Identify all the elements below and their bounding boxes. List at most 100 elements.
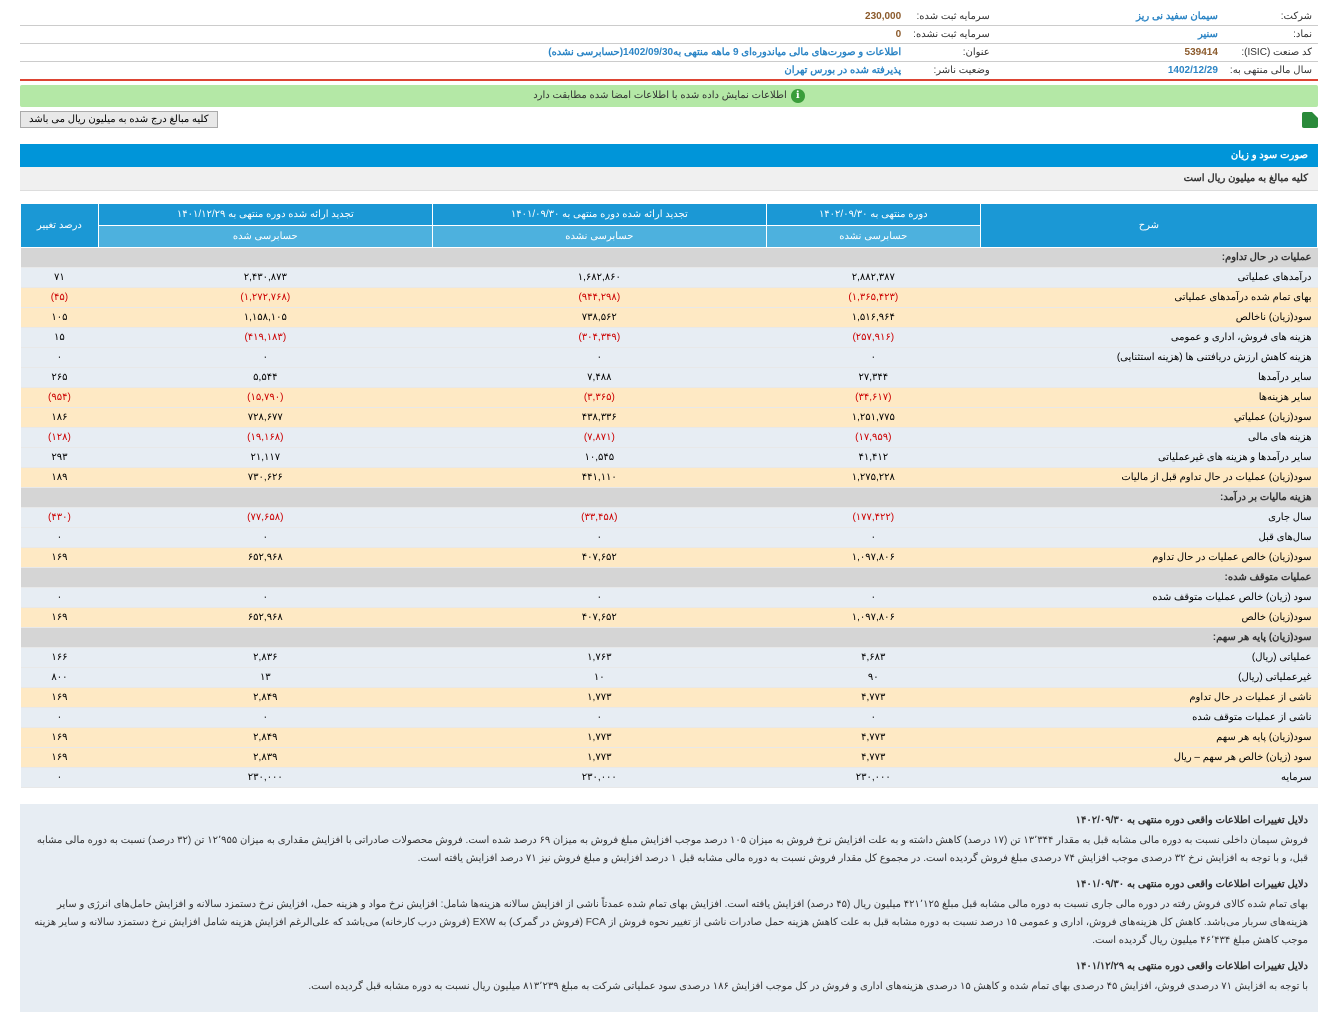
section-cell: هزینه مالیات بر درآمد: <box>21 488 1318 508</box>
excel-export-icon[interactable] <box>1302 112 1318 128</box>
row-value: ۰ <box>766 528 980 548</box>
row-label: سایر درآمدها و هزینه ‏های غیرعملیاتی <box>980 448 1317 468</box>
row-value: ۰ <box>432 708 766 728</box>
row-value: ۲,۸۴۹ <box>98 688 432 708</box>
row-label: عملیاتی (ریال) <box>980 648 1317 668</box>
title-label: عنوان: <box>907 44 996 62</box>
row-value: ۲۳۰,۰۰۰ <box>766 768 980 788</box>
row-value: ۰ <box>98 588 432 608</box>
row-label: هزینه‏ هاى مالى <box>980 428 1317 448</box>
unit-note-button[interactable]: کلیه مبالغ درج شده به میلیون ریال می باش… <box>20 111 218 128</box>
row-value: ۷۲۸,۶۷۷ <box>98 408 432 428</box>
row-value: ۴۰۷,۶۵۲ <box>432 608 766 628</box>
col-period1: دوره منتهی به ۱۴۰۲/۰۹/۳۰ <box>766 204 980 226</box>
company-value: سیمان سفید نی ریز <box>996 8 1224 26</box>
row-label: سال‌های قبل <box>980 528 1317 548</box>
col-pct: درصد تغییر <box>21 204 99 248</box>
pub-status-value: پذيرفته شده در بورس تهران <box>20 62 907 81</box>
row-value: ۱۸۶ <box>21 408 99 428</box>
row-value: ۷۱ <box>21 268 99 288</box>
row-value: ۲۱,۱۱۷ <box>98 448 432 468</box>
row-value: ۱,۶۸۲,۸۶۰ <box>432 268 766 288</box>
row-value: ۲,۸۸۲,۳۸۷ <box>766 268 980 288</box>
row-value: ۲,۸۳۹ <box>98 748 432 768</box>
table-row: هزینه‏ هاى مالى(۱۷,۹۵۹)(۷,۸۷۱)(۱۹,۱۶۸)(۱… <box>21 428 1318 448</box>
row-value: ۲۷,۳۴۴ <box>766 368 980 388</box>
row-value: ۰ <box>98 708 432 728</box>
row-label: سود(زيان) پايه هر سهم <box>980 728 1317 748</box>
row-value: (۲۵۷,۹۱۶) <box>766 328 980 348</box>
table-row: سایر هزینه‌ها(۳۴,۶۱۷)(۳,۳۶۵)(۱۵,۷۹۰)(۹۵۴… <box>21 388 1318 408</box>
table-row: عملیاتی (ریال)۴,۶۸۳۱,۷۶۳۲,۸۳۶۱۶۶ <box>21 648 1318 668</box>
notes-header-1: دلایل تغییرات اطلاعات واقعی دوره منتهی ب… <box>30 812 1308 830</box>
row-value: ۰ <box>432 588 766 608</box>
row-value: (۱,۲۷۲,۷۶۸) <box>98 288 432 308</box>
col-period3-sub: حسابرسی شده <box>98 226 432 248</box>
notes-section: دلایل تغییرات اطلاعات واقعی دوره منتهی ب… <box>20 804 1318 1012</box>
row-value: ۰ <box>98 348 432 368</box>
table-row: درآمدهای عملیاتی۲,۸۸۲,۳۸۷۱,۶۸۲,۸۶۰۲,۴۳۰,… <box>21 268 1318 288</box>
company-info-table: شرکت: سیمان سفید نی ریز سرمایه ثبت شده: … <box>20 8 1318 81</box>
row-label: سود(زيان) عملیاتي <box>980 408 1317 428</box>
row-value: ۴,۷۷۳ <box>766 748 980 768</box>
table-row: سال جاری(۱۷۷,۴۲۲)(۳۳,۴۵۸)(۷۷,۶۵۸)(۴۳۰) <box>21 508 1318 528</box>
row-value: (۹۵۴) <box>21 388 99 408</box>
unit-subtitle-bar: کلیه مبالغ به میلیون ریال است <box>20 167 1318 191</box>
row-value: (۴۱۹,۱۸۳) <box>98 328 432 348</box>
section-title-bar: صورت سود و زیان <box>20 144 1318 167</box>
row-value: ۱,۷۶۳ <box>432 648 766 668</box>
verification-banner: اطلاعات نمایش داده شده با اطلاعات امضا ش… <box>20 85 1318 107</box>
table-row: غیرعملیاتی (ریال)۹۰۱۰۱۳۸۰۰ <box>21 668 1318 688</box>
row-value: (۳۰۴,۳۴۹) <box>432 328 766 348</box>
table-row: سایر درآمدها و هزینه ‏های غیرعملیاتی۴۱,۴… <box>21 448 1318 468</box>
row-value: ۲,۴۳۰,۸۷۳ <box>98 268 432 288</box>
row-label: سود(زيان) عمليات در حال تداوم قبل از مال… <box>980 468 1317 488</box>
row-value: ۱۰۵ <box>21 308 99 328</box>
row-value: ۲۳۰,۰۰۰ <box>432 768 766 788</box>
table-row: سود(زيان) عمليات در حال تداوم قبل از مال… <box>21 468 1318 488</box>
row-value: ۱۸۹ <box>21 468 99 488</box>
row-value: ۱,۰۹۷,۸۰۶ <box>766 608 980 628</box>
row-value: ۱,۰۹۷,۸۰۶ <box>766 548 980 568</box>
fy-value: 1402/12/29 <box>996 62 1224 81</box>
row-label: درآمدهای عملیاتی <box>980 268 1317 288</box>
row-value: ۲۹۳ <box>21 448 99 468</box>
table-row: سود(زيان) خالص عمليات در حال تداوم۱,۰۹۷,… <box>21 548 1318 568</box>
row-label: هزینه کاهش ارزش دریافتنی‏ ها (هزینه استث… <box>980 348 1317 368</box>
table-row: سرمایه۲۳۰,۰۰۰۲۳۰,۰۰۰۲۳۰,۰۰۰۰ <box>21 768 1318 788</box>
row-value: ۲,۸۳۶ <box>98 648 432 668</box>
row-value: ۰ <box>432 348 766 368</box>
col-period2-sub: حسابرسی نشده <box>432 226 766 248</box>
row-label: ناشی از عملیات متوقف شده <box>980 708 1317 728</box>
cap-reg-value: 230,000 <box>20 8 907 26</box>
row-value: ۱۶۹ <box>21 548 99 568</box>
row-value: (۱,۳۶۵,۴۲۳) <box>766 288 980 308</box>
row-value: ۱۶۶ <box>21 648 99 668</box>
row-label: بهاى تمام شده درآمدهای عملیاتی <box>980 288 1317 308</box>
title-value: اطلاعات و صورت‌های مالی میاندوره‌ای 9 ما… <box>20 44 907 62</box>
symbol-value: سنیر <box>996 26 1224 44</box>
row-value: ۵,۵۴۴ <box>98 368 432 388</box>
table-row: بهاى تمام شده درآمدهای عملیاتی(۱,۳۶۵,۴۲۳… <box>21 288 1318 308</box>
row-label: ساير درآمدها <box>980 368 1317 388</box>
row-value: ۱۶۹ <box>21 688 99 708</box>
cap-unreg-value: 0 <box>20 26 907 44</box>
table-row: عملیات متوقف شده: <box>21 568 1318 588</box>
row-value: ۰ <box>766 348 980 368</box>
row-value: ۱,۷۷۳ <box>432 688 766 708</box>
row-value: ۷,۴۸۸ <box>432 368 766 388</box>
notes-text-1: فروش سیمان داخلی نسبت به دوره مالی مشابه… <box>30 832 1308 868</box>
row-value: ۰ <box>21 528 99 548</box>
col-period2: تجدید ارائه شده دوره منتهی به ۱۴۰۱/۰۹/۳۰ <box>432 204 766 226</box>
table-row: سال‌های قبل۰۰۰۰ <box>21 528 1318 548</box>
row-label: سود (زیان) خالص هر سهم – ریال <box>980 748 1317 768</box>
row-value: (۱۷۷,۴۲۲) <box>766 508 980 528</box>
fy-label: سال مالی منتهی به: <box>1224 62 1318 81</box>
row-value: ۴,۷۷۳ <box>766 728 980 748</box>
col-desc: شرح <box>980 204 1317 248</box>
row-value: ۹۰ <box>766 668 980 688</box>
notes-header-2: دلایل تغییرات اطلاعات واقعی دوره منتهی ب… <box>30 876 1308 894</box>
row-value: ۱۰,۵۴۵ <box>432 448 766 468</box>
row-label: سود(زيان) خالص عمليات در حال تداوم <box>980 548 1317 568</box>
row-value: ۰ <box>21 708 99 728</box>
